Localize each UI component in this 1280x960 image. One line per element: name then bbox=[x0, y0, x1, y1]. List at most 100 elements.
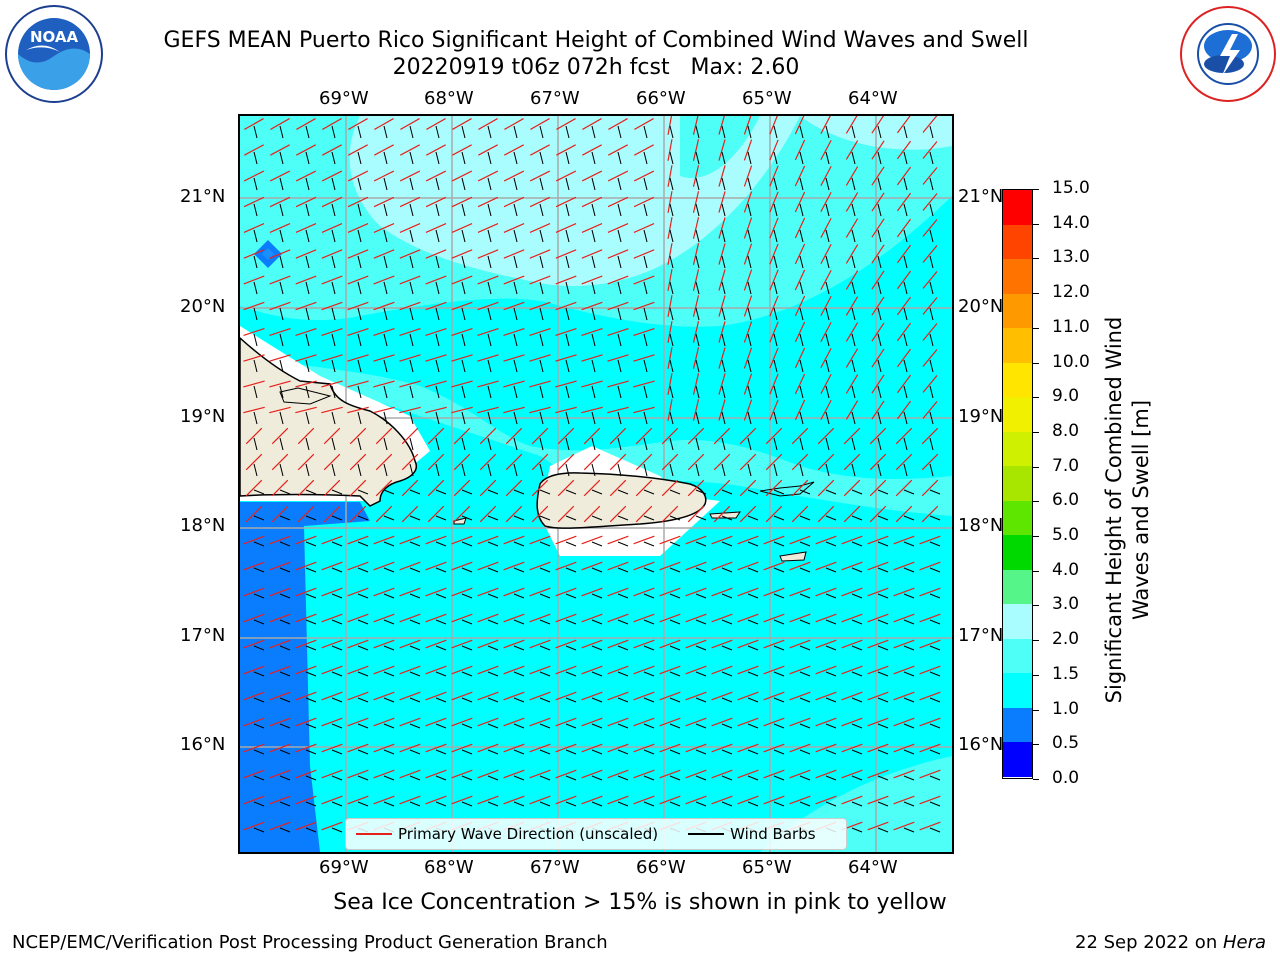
wind-barb bbox=[331, 385, 336, 399]
wind-barb bbox=[669, 619, 681, 625]
wind-barb bbox=[799, 255, 804, 269]
wave-direction-arrow bbox=[845, 218, 859, 238]
wind-barb bbox=[851, 203, 856, 217]
wind-barb bbox=[747, 489, 759, 495]
wind-barb bbox=[799, 489, 811, 495]
wind-barb bbox=[357, 177, 362, 191]
wave-direction-arrow bbox=[243, 327, 265, 337]
wind-barb bbox=[773, 619, 785, 625]
colorbar-tick-label: 0.5 bbox=[1052, 733, 1080, 754]
wave-direction-arrow bbox=[922, 271, 938, 289]
wave-direction-arrow bbox=[896, 116, 911, 134]
wave-direction-arrow bbox=[685, 743, 707, 753]
wave-direction-arrow bbox=[711, 665, 733, 675]
wind-barb bbox=[331, 671, 343, 677]
wave-direction-arrow bbox=[529, 380, 551, 388]
wind-barb bbox=[617, 801, 629, 807]
wind-barb bbox=[825, 567, 837, 573]
wind-barb bbox=[279, 255, 284, 269]
wind-barb bbox=[591, 125, 596, 139]
wave-direction-arrow bbox=[692, 191, 700, 213]
lat-label-left: 18°N bbox=[180, 515, 226, 536]
wind-barb bbox=[773, 801, 785, 807]
wind-barb bbox=[305, 307, 310, 321]
colorbar-segment bbox=[1003, 328, 1032, 363]
wind-barb bbox=[357, 593, 369, 599]
wind-barb bbox=[357, 385, 362, 399]
wave-direction-arrow bbox=[692, 321, 700, 343]
wind-barb bbox=[929, 307, 934, 321]
wind-barb bbox=[877, 333, 882, 347]
wind-barb bbox=[695, 203, 700, 217]
wind-barb bbox=[643, 255, 648, 269]
wave-direction-arrow bbox=[321, 327, 343, 337]
wave-direction-arrow bbox=[763, 743, 785, 753]
wave-direction-arrow bbox=[557, 479, 575, 497]
wave-direction-arrow bbox=[685, 613, 707, 623]
wave-direction-arrow bbox=[477, 717, 499, 727]
wave-direction-arrow bbox=[581, 665, 603, 675]
colorbar-segment bbox=[1003, 707, 1032, 743]
wind-barb bbox=[669, 255, 674, 269]
wave-direction-arrow bbox=[893, 821, 915, 831]
wave-direction-arrow bbox=[401, 479, 419, 497]
wave-direction-arrow bbox=[711, 535, 733, 545]
wind-barb bbox=[591, 151, 596, 165]
wave-direction-arrow bbox=[743, 373, 753, 395]
wave-direction-arrow bbox=[661, 453, 679, 471]
wave-direction-arrow bbox=[243, 795, 265, 805]
wave-direction-arrow bbox=[794, 217, 806, 239]
wave-direction-arrow bbox=[789, 665, 811, 675]
wave-direction-arrow bbox=[659, 717, 681, 727]
wave-direction-arrow bbox=[763, 535, 785, 545]
wind-barb bbox=[513, 515, 525, 521]
wave-direction-arrow bbox=[692, 165, 700, 187]
wind-barb bbox=[487, 697, 499, 703]
wind-barb bbox=[773, 255, 778, 269]
wind-barb bbox=[721, 385, 726, 399]
wave-direction-arrow bbox=[820, 217, 832, 239]
wind-barb bbox=[253, 229, 258, 243]
wind-barb bbox=[409, 307, 414, 321]
wave-direction-arrow bbox=[399, 613, 421, 623]
wave-direction-arrow bbox=[896, 192, 912, 212]
wave-direction-arrow bbox=[451, 795, 473, 805]
wave-direction-arrow bbox=[841, 691, 863, 701]
wind-barb bbox=[253, 385, 258, 399]
wind-barb bbox=[851, 125, 856, 139]
wind-barb bbox=[903, 489, 915, 495]
wind-barb bbox=[253, 463, 258, 477]
wave-direction-arrow bbox=[737, 587, 759, 597]
wind-barb bbox=[487, 463, 492, 477]
wave-direction-arrow bbox=[685, 795, 707, 805]
wave-direction-arrow bbox=[321, 275, 343, 285]
wave-direction-arrow bbox=[347, 301, 369, 311]
wind-barb bbox=[331, 463, 336, 477]
wind-barb bbox=[591, 619, 603, 625]
wind-barb bbox=[253, 359, 258, 373]
wave-direction-arrow bbox=[477, 535, 499, 545]
wind-barb bbox=[487, 333, 492, 347]
wind-barb bbox=[357, 411, 362, 425]
wave-direction-arrow bbox=[871, 218, 885, 238]
wave-direction-arrow bbox=[555, 249, 577, 259]
wave-direction-arrow bbox=[399, 795, 421, 805]
wind-barb bbox=[383, 437, 388, 451]
wave-direction-arrow bbox=[531, 505, 549, 523]
wind-barb bbox=[487, 775, 499, 781]
wind-barb bbox=[357, 151, 362, 165]
wind-barb bbox=[279, 515, 291, 521]
colorbar-tick-label: 10.0 bbox=[1052, 351, 1090, 372]
wind-barb bbox=[539, 801, 551, 807]
wind-barb bbox=[305, 281, 310, 295]
wind-barb bbox=[851, 359, 856, 373]
wave-direction-arrow bbox=[845, 140, 859, 160]
wind-barb bbox=[279, 541, 291, 547]
wind-barb bbox=[487, 411, 492, 425]
wave-direction-arrow bbox=[399, 196, 421, 208]
wind-barb bbox=[877, 359, 882, 373]
wind-barb bbox=[825, 229, 830, 243]
wind-barb bbox=[929, 281, 934, 295]
colorbar-tick bbox=[1033, 709, 1039, 711]
wave-direction-arrow bbox=[896, 322, 912, 342]
